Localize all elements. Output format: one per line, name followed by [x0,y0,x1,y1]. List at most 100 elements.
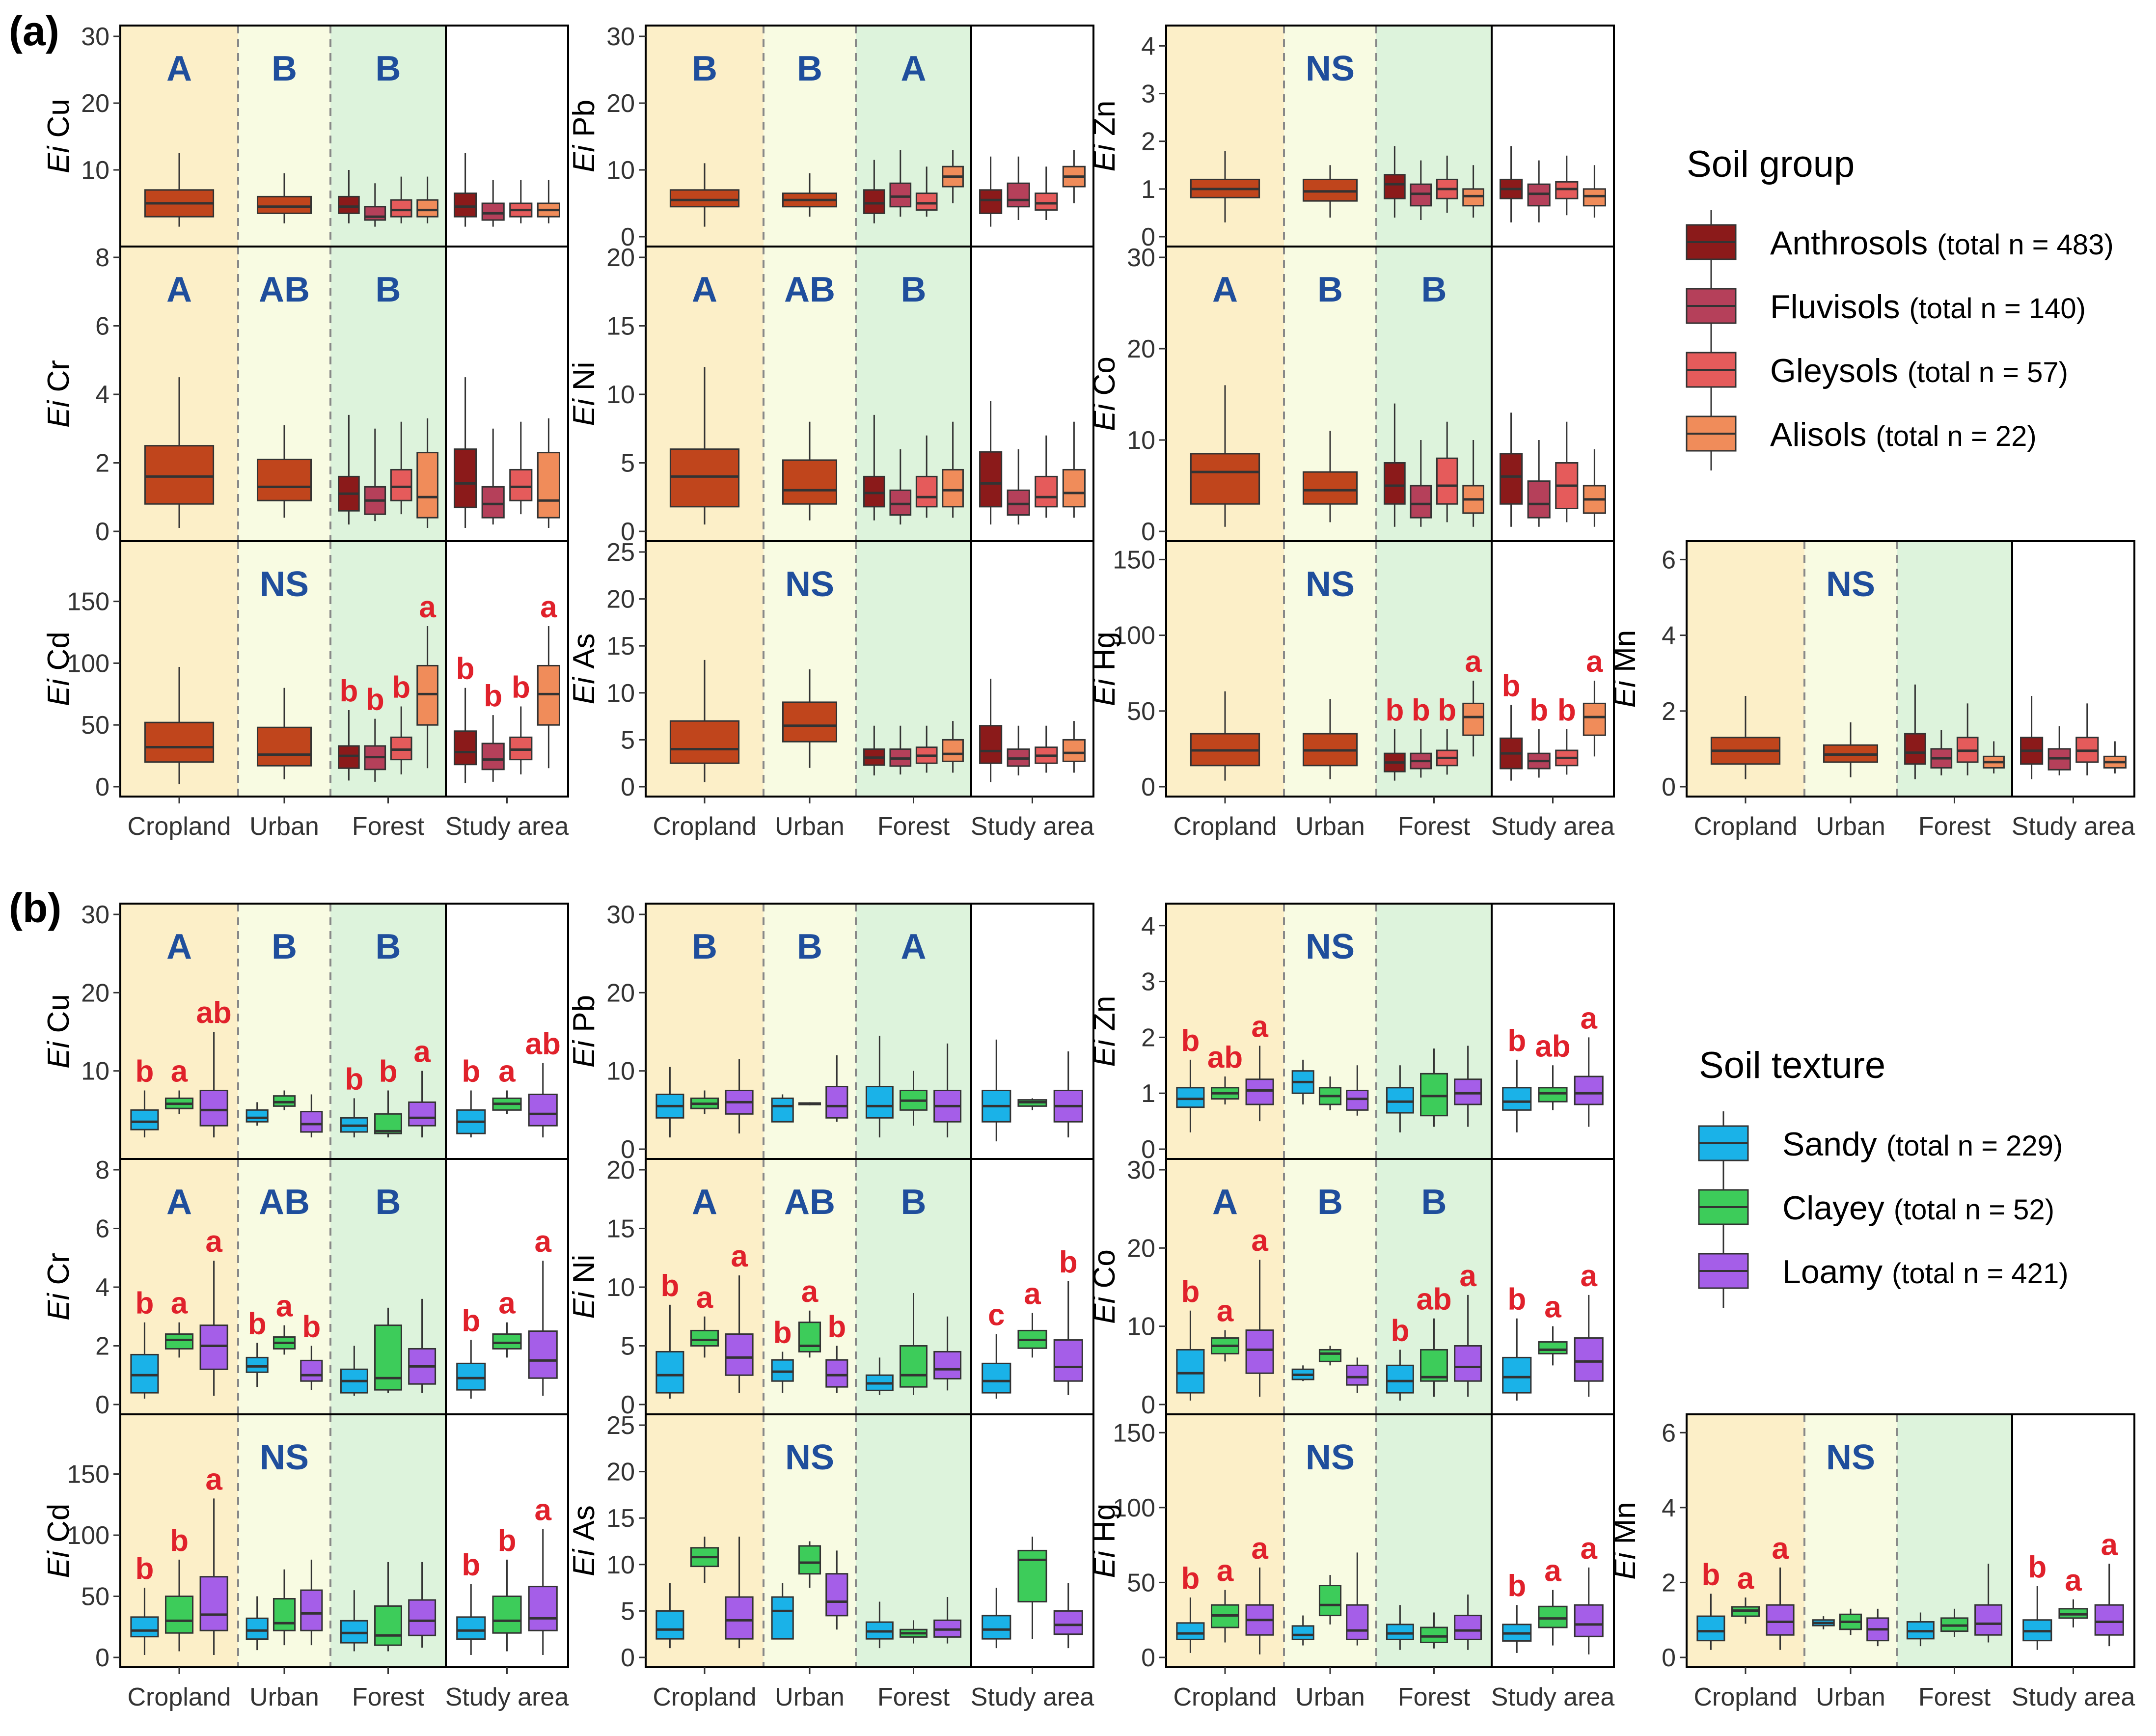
box-letter: b [1181,1275,1200,1309]
box [256,425,312,518]
box-letter: b [1391,1314,1409,1348]
group-letter: A [166,1183,192,1222]
box-body [256,726,312,767]
box-body [164,1333,194,1350]
y-tick-label: 100 [67,1521,109,1550]
panel-frame [1165,540,1615,798]
group-letter: B [797,927,822,966]
box [982,1588,1011,1649]
box-body [1176,1349,1205,1394]
box [1190,151,1260,222]
x-tick-label: Study area [2012,812,2135,841]
box [164,1090,194,1114]
y-tick-label: 20 [606,585,635,614]
box [1454,1295,1482,1397]
box [1555,729,1579,775]
y-tick-label: 0 [1141,518,1155,546]
box [509,180,533,223]
box [300,1346,323,1390]
group-letter: B [692,927,717,966]
box-body [390,736,412,761]
box-body [1583,702,1606,736]
box-body [300,1359,323,1382]
y-tick-label: 100 [1113,622,1155,650]
y-tick-label: 15 [606,1504,635,1533]
y-axis-title: Ei Ni [567,362,601,426]
group-letter: B [901,270,927,309]
box-body [1318,1585,1342,1617]
box-letter: a [540,590,557,624]
y-axis-title: Ei Hg [1088,632,1121,706]
box [1017,1098,1047,1110]
box [1502,1059,1532,1132]
box-body [1053,1610,1083,1635]
y-axis-title: Ei As [567,634,601,705]
y-tick-label: 20 [1127,335,1155,363]
box [1302,699,1358,779]
box [690,1316,719,1358]
box-letter: a [696,1281,713,1315]
y-tick-label: 30 [81,901,109,929]
box-body [655,1350,684,1394]
box-body [537,452,560,519]
box [456,1584,486,1655]
box [256,688,312,779]
box [273,1090,296,1110]
box-letter: b [660,1269,679,1303]
y-axis-title: Ei Hg [1088,1504,1121,1578]
box [1527,440,1551,527]
box-body [900,1345,928,1388]
box-letter: b [135,1287,154,1321]
box [863,160,885,223]
box [982,1334,1011,1399]
box-letter: b [2028,1550,2047,1584]
x-tick-label: Urban [775,1683,845,1711]
box-body [1062,468,1086,508]
box [1245,1046,1274,1122]
y-tick-label: 0 [1141,223,1155,251]
box [889,725,912,775]
box-body [1420,1349,1448,1382]
box-body [942,468,964,508]
panel-frame [1686,1413,2135,1668]
box [1318,1076,1342,1110]
box [863,725,885,776]
y-tick-label: 5 [621,1597,635,1626]
y-tick-label: 1 [1141,175,1155,204]
box [1386,1350,1414,1401]
chart-a-Cr: 0 2 4 6 8 Ei Cr A AB B [42,244,569,546]
y-tick-label: 50 [81,1583,109,1611]
box [1245,1567,1274,1654]
y-tick-label: 0 [621,223,635,251]
y-tick-label: 5 [621,449,635,478]
box [1574,1567,1604,1654]
box [979,679,1003,782]
box [1538,1326,1568,1366]
bg-study-area [1492,26,1614,247]
box-body [942,739,964,762]
box [669,660,740,782]
box [1436,421,1458,523]
x-tick-label: Cropland [1693,1683,1797,1711]
box-letter: b [1507,1569,1526,1603]
group-letter: A [692,270,717,309]
box-body [979,189,1003,214]
box-body [1176,1622,1205,1640]
box-body [416,452,438,519]
box [1062,721,1086,773]
y-tick-label: 20 [81,89,109,118]
box [1500,413,1523,527]
box [933,1316,962,1391]
y-axis-title: Ei Co [1088,357,1121,431]
chart-a-Pb: 0 10 20 30 Ei Pb B B A [567,23,1094,251]
box [246,1343,269,1387]
box-letter: a [276,1290,293,1323]
group-letter: AB [784,1183,835,1222]
box-body [492,1596,522,1634]
legend-key [1686,402,1737,470]
box-letter: a [731,1240,748,1273]
box [865,1601,894,1649]
box-body [130,1109,159,1130]
box-body [390,199,412,218]
